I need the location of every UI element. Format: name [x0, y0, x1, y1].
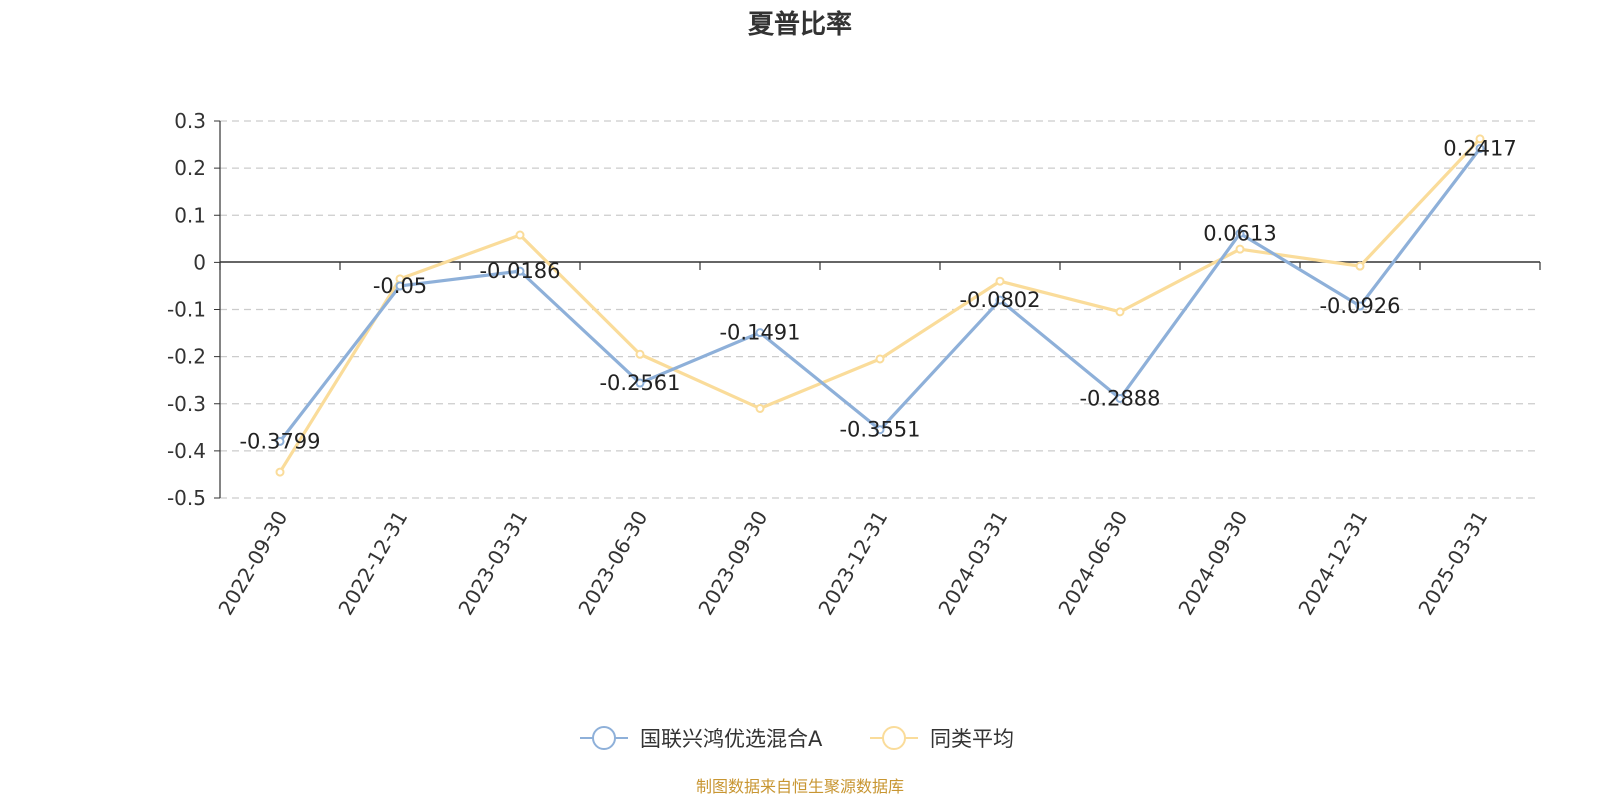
data-label: -0.05: [373, 274, 427, 298]
data-point: [1475, 134, 1485, 144]
y-tick-label: -0.1: [167, 298, 206, 322]
y-tick-label: -0.4: [167, 439, 206, 463]
x-axis-ticks: 2022-09-30 2022-12-31 2023-03-31 2023-06-30…: [213, 507, 1492, 620]
y-axis-ticks: 0.3 0.2 0.1 0 -0.1 -0.2 -0.3 -0.4 -0.5: [167, 109, 220, 510]
x-tick-label: 2023-12-31: [813, 507, 892, 620]
data-point: [755, 403, 765, 413]
series-lines: [275, 134, 1485, 477]
series-line-0: [278, 147, 1482, 443]
data-point: [875, 425, 885, 435]
data-label: -0.1491: [719, 321, 800, 345]
legend-label: 国联兴鸿优选混合A: [640, 727, 823, 751]
data-point: [1475, 143, 1485, 153]
y-tick-label: -0.5: [167, 486, 206, 510]
data-point: [995, 276, 1005, 286]
data-label: -0.0926: [1319, 294, 1400, 318]
data-label: -0.0186: [479, 259, 560, 283]
source-note: 制图数据来自恒生聚源数据库: [696, 777, 904, 796]
legend-item-1: 同类平均: [870, 726, 1014, 751]
data-point: [1235, 228, 1245, 238]
legend-marker: [592, 726, 616, 750]
data-point: [395, 281, 405, 291]
data-point: [275, 467, 285, 477]
data-label: -0.0802: [959, 288, 1040, 312]
data-point: [635, 378, 645, 388]
legend-item-0: 国联兴鸿优选混合A: [580, 726, 823, 751]
x-tick-label: 2023-06-30: [573, 507, 652, 620]
legend: 国联兴鸿优选混合A 同类平均: [580, 726, 1014, 751]
data-point: [1355, 261, 1365, 271]
data-point: [515, 266, 525, 276]
x-tick-label: 2024-03-31: [933, 507, 1012, 620]
data-label: -0.2561: [599, 371, 680, 395]
x-tick-label: 2023-03-31: [453, 507, 532, 620]
data-label: -0.2888: [1079, 386, 1160, 410]
data-label: 0.0613: [1203, 221, 1276, 245]
data-point: [635, 349, 645, 359]
data-point: [755, 328, 765, 338]
y-tick-label: -0.3: [167, 392, 206, 416]
data-point: [515, 230, 525, 240]
data-point: [995, 295, 1005, 305]
x-tick-label: 2024-12-31: [1293, 507, 1372, 620]
data-point: [1115, 307, 1125, 317]
y-tick-label: 0: [193, 250, 206, 274]
x-tick-label: 2022-12-31: [333, 507, 412, 620]
y-tick-label: 0.3: [174, 109, 206, 133]
legend-label: 同类平均: [930, 727, 1014, 751]
y-tick-label: 0.2: [174, 156, 206, 180]
data-label: 0.2417: [1443, 136, 1516, 160]
data-point: [1355, 301, 1365, 311]
data-label: -0.3551: [839, 418, 920, 442]
x-tick-label: 2024-09-30: [1173, 507, 1252, 620]
x-tick-label: 2024-06-30: [1053, 507, 1132, 620]
x-tick-label: 2022-09-30: [213, 507, 292, 620]
x-tick-label: 2025-03-31: [1413, 507, 1492, 620]
data-labels: -0.3799 -0.05 -0.0186 -0.2561 -0.1491 -0.3551…: [239, 136, 1516, 453]
y-tick-label: -0.2: [167, 345, 206, 369]
data-point: [275, 436, 285, 446]
data-point: [1115, 393, 1125, 403]
data-point: [875, 354, 885, 364]
chart-title: 夏普比率: [748, 9, 852, 40]
y-tick-label: 0.1: [174, 203, 206, 227]
legend-marker: [882, 726, 906, 750]
x-tick-label: 2023-09-30: [693, 507, 772, 620]
data-label: -0.3799: [239, 429, 320, 453]
data-point: [1235, 244, 1245, 254]
